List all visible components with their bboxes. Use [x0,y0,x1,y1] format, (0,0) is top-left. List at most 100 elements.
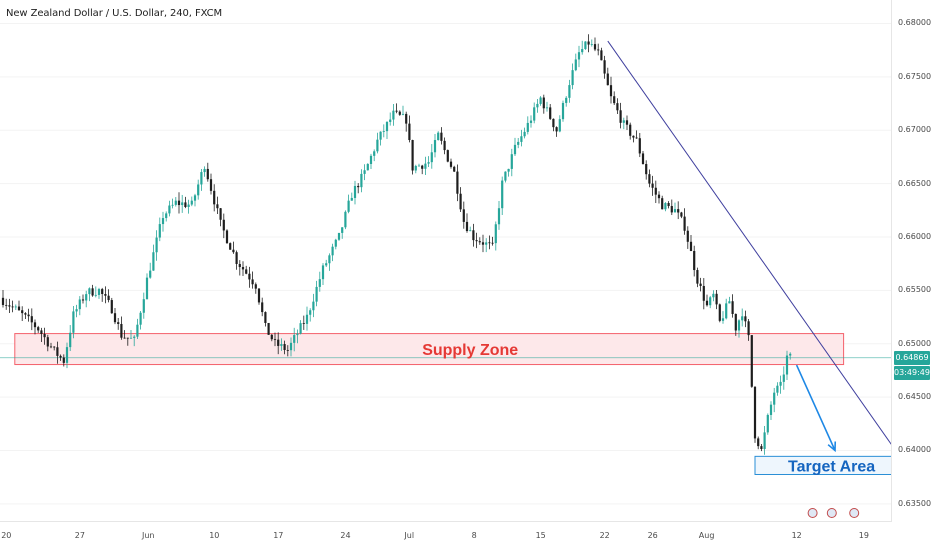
price-chart[interactable]: Supply Zone Target Area [0,0,892,522]
candle-body [369,155,373,164]
candle-body [507,168,510,172]
candle-body [651,183,654,188]
candle-body [661,198,664,210]
candle-body [728,301,731,304]
candle-body [485,242,488,245]
candle-body [715,293,718,305]
x-tick-label: 22 [599,531,610,540]
candle-body [293,335,296,343]
candle-body [776,385,779,393]
x-tick-label: 24 [340,531,351,540]
candle-body [443,140,446,151]
candle-body [75,309,78,312]
candle-body [33,322,37,328]
candle-body [88,288,91,295]
x-tick-label: 12 [791,531,802,540]
y-tick-label: 0.66000 [898,231,932,241]
candle-body [91,288,94,296]
candle-body [625,120,629,125]
candle-body [446,150,449,162]
candle-body [5,304,8,306]
candle-body [734,313,737,331]
candle-body [558,119,561,132]
candle-body [267,322,270,335]
candle-body [408,123,411,141]
candle-body [286,349,289,351]
candle-body [257,288,261,303]
candle-body [360,173,363,188]
candle-body [571,70,574,86]
candle-body [197,184,200,196]
candle-body [248,273,251,280]
x-tick-label: Aug [698,531,715,540]
candle-body [430,152,433,163]
candle-body [635,137,638,139]
candle-body [565,97,568,103]
candle-body [747,321,750,336]
y-tick-label: 0.66500 [898,178,932,188]
candle-body [552,118,555,128]
candle-body [427,162,430,164]
candle-body [542,97,545,109]
candle-body [709,297,712,306]
price-axis[interactable]: 0.68000 0.67500 0.67000 0.66500 0.66000 0.655… [891,0,932,522]
candle-body [766,414,769,433]
candle-body [757,438,760,447]
y-tick-label: 0.64000 [898,445,932,455]
candle-body [27,314,30,317]
candle-body [638,138,641,154]
candle-body [504,171,507,181]
candle-body [523,131,526,137]
economic-event-icon [826,508,837,518]
candles [1,34,792,455]
candle-body [782,374,785,382]
candle-body [270,334,273,340]
candle-body [177,200,181,206]
candle-body [741,316,744,321]
candle-body [136,324,139,337]
candle-body [453,166,456,172]
candle-body [334,239,337,247]
candle-body [193,195,197,201]
candle-body [107,295,110,301]
candle-body [161,218,165,225]
candle-body [184,202,187,207]
candle-body [382,131,385,132]
y-tick-label: 0.68000 [898,18,932,28]
time-axis[interactable]: 20 27 Jun 10 17 24 Jul 8 15 22 26 Aug 12 19 [0,521,892,550]
candle-body [8,305,11,307]
candle-body [139,312,142,325]
candle-body [206,168,209,180]
trendline [607,40,892,447]
candle-body [261,302,264,313]
y-tick-label: 0.65000 [898,338,932,348]
candle-body [545,107,549,109]
candle-body [14,306,17,308]
candle-body [536,103,539,108]
candle-body [133,336,136,338]
candle-body [190,200,193,205]
candle-body [606,73,609,86]
candle-body [59,355,62,358]
candle-body [149,270,152,278]
candle-body [501,180,504,209]
candle-body [437,132,440,141]
candle-body [561,102,565,120]
candle-body [216,204,219,209]
candle-body [357,185,360,188]
candle-body [142,299,145,313]
candle-body [587,41,590,45]
supply-zone-box [14,333,845,366]
candle-body [472,230,475,241]
candle-body [110,300,113,314]
candle-body [235,252,238,264]
candle-body [568,85,571,98]
candle-body [613,96,616,104]
candle-body [296,333,299,336]
candle-body [213,190,216,205]
candle-body [785,355,789,375]
x-tick-label: 8 [471,531,477,540]
candle-body [129,337,133,339]
candle-body [280,344,283,346]
candle-body [401,113,405,115]
